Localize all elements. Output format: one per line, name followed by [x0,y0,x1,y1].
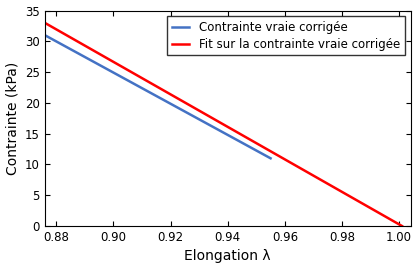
Fit sur la contrainte vraie corrigée [261,146,266,149]
Legend: Contrainte vraie corrigée, Fit sur la contrainte vraie corrigée: Contrainte vraie corrigée, Fit sur la co… [167,16,405,55]
Fit sur la contrainte vraie corrigée [399,224,404,228]
Contrainte vraie corrigée [268,157,273,160]
Contrainte vraie corrigée [177,107,182,110]
Contrainte vraie corrigée [181,109,186,112]
Fit sur la contrainte vraie corrigée [366,206,371,209]
Contrainte vraie corrigée [247,145,252,148]
Contrainte vraie corrigée [43,34,48,37]
Y-axis label: Contrainte (kPa): Contrainte (kPa) [5,62,20,175]
Fit sur la contrainte vraie corrigée [255,142,260,146]
Fit sur la contrainte vraie corrigée [44,22,49,25]
Contrainte vraie corrigée [176,107,181,110]
Line: Contrainte vraie corrigée: Contrainte vraie corrigée [45,35,271,158]
Fit sur la contrainte vraie corrigée [254,141,259,145]
Contrainte vraie corrigée [42,34,47,37]
Contrainte vraie corrigée [233,137,238,141]
Fit sur la contrainte vraie corrigée [343,193,348,196]
Fit sur la contrainte vraie corrigée [42,21,47,24]
X-axis label: Elongation λ: Elongation λ [184,249,271,263]
Line: Fit sur la contrainte vraie corrigée: Fit sur la contrainte vraie corrigée [45,23,402,226]
